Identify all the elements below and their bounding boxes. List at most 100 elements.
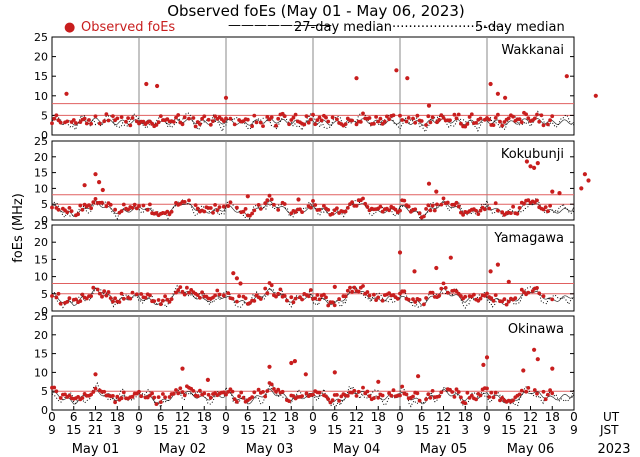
observed-point [108, 202, 113, 207]
observed-point [198, 295, 202, 300]
observed-point [235, 205, 239, 210]
observed-point [269, 197, 274, 202]
date-label: May 06 [507, 442, 555, 457]
observed-point [459, 294, 463, 298]
observed-point [413, 120, 418, 125]
observed-point [97, 121, 102, 126]
observed-point [487, 206, 492, 211]
observed-point [376, 395, 381, 400]
observed-point [306, 120, 311, 125]
observed-point [82, 116, 87, 121]
observed-spike [434, 265, 439, 271]
observed-point [424, 123, 428, 127]
observed-point [54, 113, 59, 118]
observed-point [452, 112, 457, 117]
observed-point [372, 121, 376, 126]
observed-point [324, 295, 328, 300]
observed-point [454, 116, 459, 121]
observed-spike [332, 370, 337, 375]
observed-point [269, 382, 274, 387]
observed-spike [564, 74, 569, 79]
observed-point [226, 204, 231, 209]
observed-point [367, 116, 372, 120]
observed-point [367, 394, 372, 398]
observed-point [187, 290, 191, 295]
x-tick-label-ut: 18 [284, 410, 299, 424]
x-tick-label-jst: 9 [222, 423, 230, 437]
observed-point [324, 115, 328, 120]
observed-point [304, 391, 309, 396]
date-label: May 04 [333, 442, 381, 457]
panel-wakkanai: 0 5 10 15 20 25 Wakkanai [34, 31, 598, 142]
observed-point [519, 287, 524, 292]
observed-point [415, 391, 420, 396]
observed-point [67, 206, 72, 210]
observed-point [54, 389, 59, 394]
observed-point [252, 390, 257, 395]
observed-point [519, 388, 524, 393]
observed-point [535, 198, 539, 203]
observed-point [313, 296, 318, 301]
observed-point [269, 283, 274, 288]
observed-point [428, 208, 433, 213]
observed-point [361, 385, 365, 390]
observed-point [313, 203, 318, 207]
observed-point [115, 394, 120, 399]
observed-point [248, 301, 252, 305]
observed-point [241, 396, 246, 400]
y-tick-label: 5 [41, 198, 48, 211]
observed-point [52, 385, 57, 390]
station-label: Yamagawa [493, 231, 564, 246]
observed-point [167, 300, 172, 304]
observed-point [526, 386, 531, 390]
observed-point [171, 120, 176, 124]
observed-point [276, 387, 281, 392]
observed-point [300, 210, 304, 215]
observed-point [546, 392, 550, 397]
observed-spike [521, 368, 526, 373]
observed-point [343, 209, 348, 214]
observed-point [202, 391, 207, 396]
observed-point [548, 118, 552, 123]
x-tick-label-ut: 12 [436, 410, 451, 424]
observed-point [182, 115, 187, 120]
observed-point [208, 395, 213, 400]
observed-point [289, 295, 294, 300]
observed-point [121, 390, 126, 395]
observed-point [506, 299, 511, 304]
observed-point [241, 209, 246, 214]
observed-point [504, 302, 509, 307]
observed-point [102, 289, 107, 294]
observed-point [432, 208, 437, 213]
observed-point [461, 213, 465, 217]
observed-point [465, 390, 470, 395]
y-tick-label: 20 [34, 236, 48, 249]
observed-point [158, 114, 163, 118]
observed-point [230, 296, 235, 301]
x-tick-label-jst: 21 [523, 423, 538, 437]
observed-point [485, 386, 489, 391]
observed-point [100, 200, 104, 205]
observed-point [524, 389, 528, 394]
y-tick-label: 5 [41, 109, 48, 122]
observed-point [206, 117, 211, 122]
observed-point [182, 200, 187, 204]
observed-point [345, 394, 350, 398]
observed-point [489, 296, 494, 301]
observed-point [543, 205, 548, 210]
x-tick-label-jst: 15 [414, 423, 429, 437]
observed-spike [506, 279, 511, 284]
x-tick-label-ut: 0 [48, 410, 56, 424]
observed-point [406, 297, 411, 302]
observed-point [245, 117, 250, 122]
observed-point [182, 292, 187, 297]
x-tick-label-ut: 18 [458, 410, 473, 424]
observed-point [398, 208, 402, 213]
observed-point [372, 292, 376, 297]
observed-point [58, 301, 63, 306]
observed-point [274, 123, 278, 128]
observed-point [550, 391, 555, 396]
observed-point [291, 300, 296, 305]
observed-point [291, 394, 296, 398]
observed-point [474, 121, 478, 125]
